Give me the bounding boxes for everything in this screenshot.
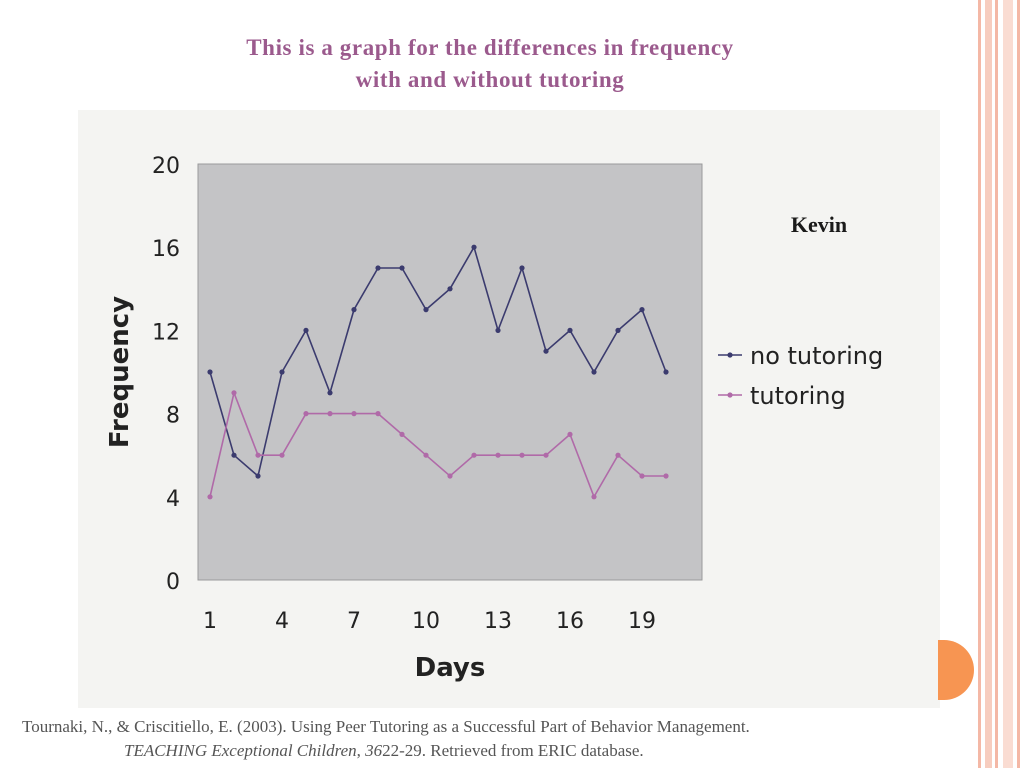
plot-area	[197, 163, 703, 581]
series-1-point-0	[207, 494, 213, 500]
x-tick-label-1: 4	[275, 609, 289, 634]
y-tick-label-1: 4	[166, 487, 180, 512]
side-stripe-4	[1003, 0, 1013, 768]
series-1-point-12	[495, 452, 501, 458]
side-stripe-5	[1017, 0, 1020, 768]
series-0-point-10	[447, 286, 453, 292]
citation-volume: 36	[365, 741, 383, 760]
y-tick-label-5: 20	[152, 154, 180, 179]
series-1-point-19	[663, 473, 669, 479]
series-1-point-15	[567, 431, 573, 437]
x-tick-label-6: 19	[628, 609, 656, 634]
series-1-point-3	[279, 452, 285, 458]
chart-title: Kevin	[791, 212, 847, 237]
series-0-point-9	[423, 307, 429, 313]
legend-label-1: tutoring	[750, 382, 846, 410]
series-0-point-1	[231, 452, 237, 458]
x-tick-label-5: 16	[556, 609, 584, 634]
side-stripe-1	[978, 0, 981, 768]
series-1-point-16	[591, 494, 597, 500]
legend-label-0: no tutoring	[750, 342, 883, 370]
y-tick-label-2: 8	[166, 404, 180, 429]
series-0-point-12	[495, 327, 501, 333]
series-1-point-1	[231, 390, 237, 396]
series-0-point-8	[399, 265, 405, 271]
series-0-point-0	[207, 369, 213, 375]
side-stripe-2	[985, 0, 992, 768]
y-tick-label-3: 12	[152, 320, 180, 345]
series-1-point-9	[423, 452, 429, 458]
series-1-point-13	[519, 452, 525, 458]
series-1-point-17	[615, 452, 621, 458]
x-tick-label-3: 10	[412, 609, 440, 634]
series-0-point-7	[375, 265, 381, 271]
slide-title: This is a graph for the differences in f…	[150, 32, 830, 96]
chart-legend: no tutoring tutoring	[718, 342, 883, 410]
series-0-point-19	[663, 369, 669, 375]
orange-accent-circle	[938, 640, 974, 700]
legend-marker-0	[727, 352, 733, 358]
y-axis-label: Frequency	[105, 296, 135, 448]
x-axis-label: Days	[415, 653, 486, 683]
x-tick-label-2: 7	[347, 609, 361, 634]
series-0-point-14	[543, 348, 549, 354]
series-1-point-8	[399, 431, 405, 437]
y-tick-label-0: 0	[166, 570, 180, 595]
frequency-chart: 0 4 8 12 16 20 1 4 7 10 13 16 19 Kevin Days Frequen…	[105, 154, 883, 683]
series-0-point-3	[279, 369, 285, 375]
series-1-point-6	[351, 411, 357, 417]
citation-rest: 22-29. Retrieved from ERIC database.	[382, 741, 644, 760]
series-line-1	[209, 390, 666, 499]
series-1-point-11	[471, 452, 477, 458]
citation: Tournaki, N., & Criscitiello, E. (2003).…	[22, 715, 1012, 763]
legend-marker-1	[727, 392, 733, 398]
series-1-point-2	[255, 452, 261, 458]
series-0-point-15	[567, 327, 573, 333]
series-line-0	[209, 245, 667, 478]
citation-journal: TEACHING Exceptional Children	[124, 741, 357, 760]
citation-separator: ,	[356, 741, 366, 760]
series-0-point-2	[255, 473, 261, 479]
series-0-point-11	[471, 244, 477, 250]
series-0-point-4	[303, 327, 309, 333]
citation-line-2: TEACHING Exceptional Children, 3622-29. …	[22, 739, 1012, 763]
x-tick-label-4: 13	[484, 609, 512, 634]
chart-frame: 0 4 8 12 16 20 1 4 7 10 13 16 19 Kevin Days Frequen…	[78, 110, 940, 708]
slide-title-line-1: This is a graph for the differences in f…	[246, 35, 734, 60]
series-1-point-14	[543, 452, 549, 458]
series-1-point-10	[447, 473, 453, 479]
series-0-point-6	[351, 307, 357, 313]
citation-line-1: Tournaki, N., & Criscitiello, E. (2003).…	[22, 717, 750, 736]
series-0-point-16	[591, 369, 597, 375]
series-0-point-5	[327, 390, 333, 396]
series-1-point-5	[327, 411, 333, 417]
x-tick-label-0: 1	[203, 609, 217, 634]
slide-title-line-2: with and without tutoring	[355, 67, 625, 92]
series-0-point-17	[615, 327, 621, 333]
side-stripe-3	[995, 0, 998, 768]
series-0-point-13	[519, 265, 525, 271]
series-0-point-18	[639, 307, 645, 313]
y-tick-label-4: 16	[152, 237, 180, 262]
series-1-point-7	[375, 411, 381, 417]
series-1-point-18	[639, 473, 645, 479]
series-1-point-4	[303, 411, 309, 417]
